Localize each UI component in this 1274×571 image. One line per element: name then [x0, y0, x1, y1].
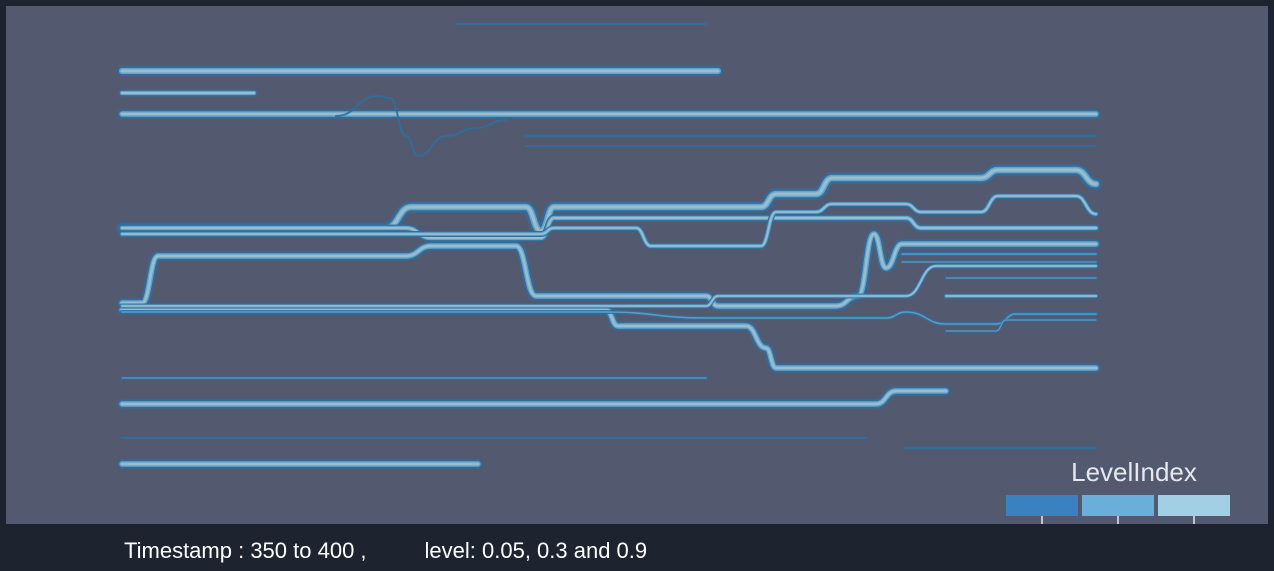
legend-swatches — [1006, 495, 1230, 524]
ribbon-inner-band — [120, 389, 948, 406]
ribbon-inner-band — [121, 265, 1097, 307]
flow-ribbon — [944, 318, 1098, 333]
ribbon-outer-band — [335, 95, 507, 157]
legend-swatch — [1158, 495, 1230, 516]
visualization-panel: LevelIndex — [6, 6, 1268, 524]
ribbon-mid-band — [945, 319, 1097, 332]
ribbon-mid-band — [119, 388, 949, 407]
ribbon-inner-band — [120, 308, 1098, 370]
legend: LevelIndex — [1006, 457, 1230, 524]
ribbon-inner-band — [120, 232, 1098, 308]
flow-ribbon — [335, 95, 507, 157]
flow-ribbons — [116, 23, 1102, 469]
caption: Timestamp : 350 to 400 , level: 0.05, 0.3… — [124, 538, 647, 564]
legend-title: LevelIndex — [1071, 457, 1197, 487]
level-values-label: level: 0.05, 0.3 and 0.9 — [424, 538, 648, 563]
flow-ribbon — [119, 193, 1099, 249]
legend-swatch — [1082, 495, 1154, 516]
flow-ribbon — [117, 386, 951, 409]
timestamp-range-label: Timestamp : 350 to 400 , — [124, 538, 367, 563]
ribbon-inner-band — [121, 195, 1097, 247]
flow-ribbon — [116, 164, 1102, 237]
flow-chart: LevelIndex — [116, 23, 1230, 524]
legend-swatch — [1006, 495, 1078, 516]
flow-ribbon — [117, 305, 1101, 373]
ribbon-outer-band — [117, 305, 1101, 373]
flow-ribbon — [117, 229, 1101, 311]
ribbon-inner-band — [120, 168, 1098, 233]
flow-ribbon — [119, 263, 1099, 309]
